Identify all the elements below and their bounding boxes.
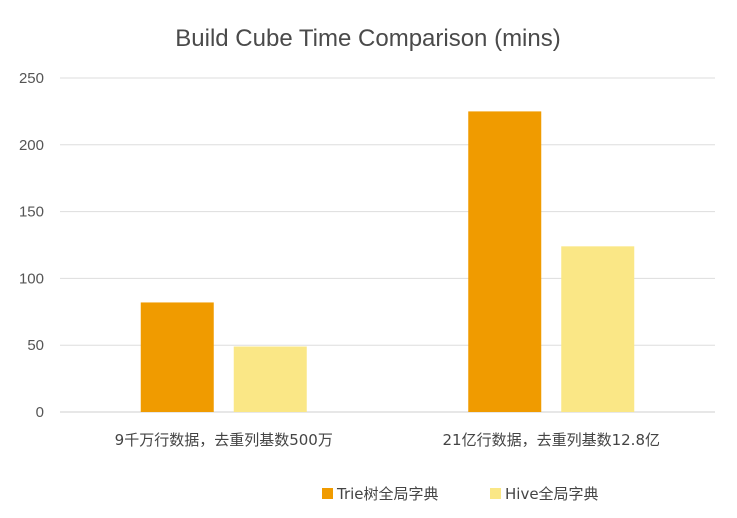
bar-trie-cat1 bbox=[468, 111, 542, 413]
legend-label: Trie树全局字典 bbox=[336, 485, 439, 503]
bar-hive-cat1 bbox=[561, 246, 635, 412]
legend-label: Hive全局字典 bbox=[505, 485, 599, 503]
y-tick-label: 150 bbox=[19, 204, 44, 221]
legend: Trie树全局字典 Hive全局字典 bbox=[322, 485, 599, 503]
x-category-label: 21亿行数据，去重列基数12.8亿 bbox=[443, 431, 661, 449]
x-category-label: 9千万行数据，去重列基数500万 bbox=[115, 431, 333, 449]
legend-swatch bbox=[322, 488, 333, 499]
y-axis-tick-labels: 0 50 100 150 200 250 bbox=[19, 70, 44, 421]
bar-hive-cat0 bbox=[233, 346, 307, 412]
y-tick-label: 250 bbox=[19, 70, 44, 87]
y-tick-label: 100 bbox=[19, 270, 44, 287]
bars bbox=[140, 111, 635, 413]
y-tick-label: 0 bbox=[36, 404, 44, 421]
y-tick-label: 200 bbox=[19, 137, 44, 154]
x-axis-category-labels: 9千万行数据，去重列基数500万 21亿行数据，去重列基数12.8亿 bbox=[115, 431, 660, 449]
y-tick-label: 50 bbox=[27, 337, 44, 354]
chart-title: Build Cube Time Comparison (mins) bbox=[175, 25, 560, 52]
legend-swatch bbox=[490, 488, 501, 499]
bar-trie-cat0 bbox=[140, 302, 214, 412]
